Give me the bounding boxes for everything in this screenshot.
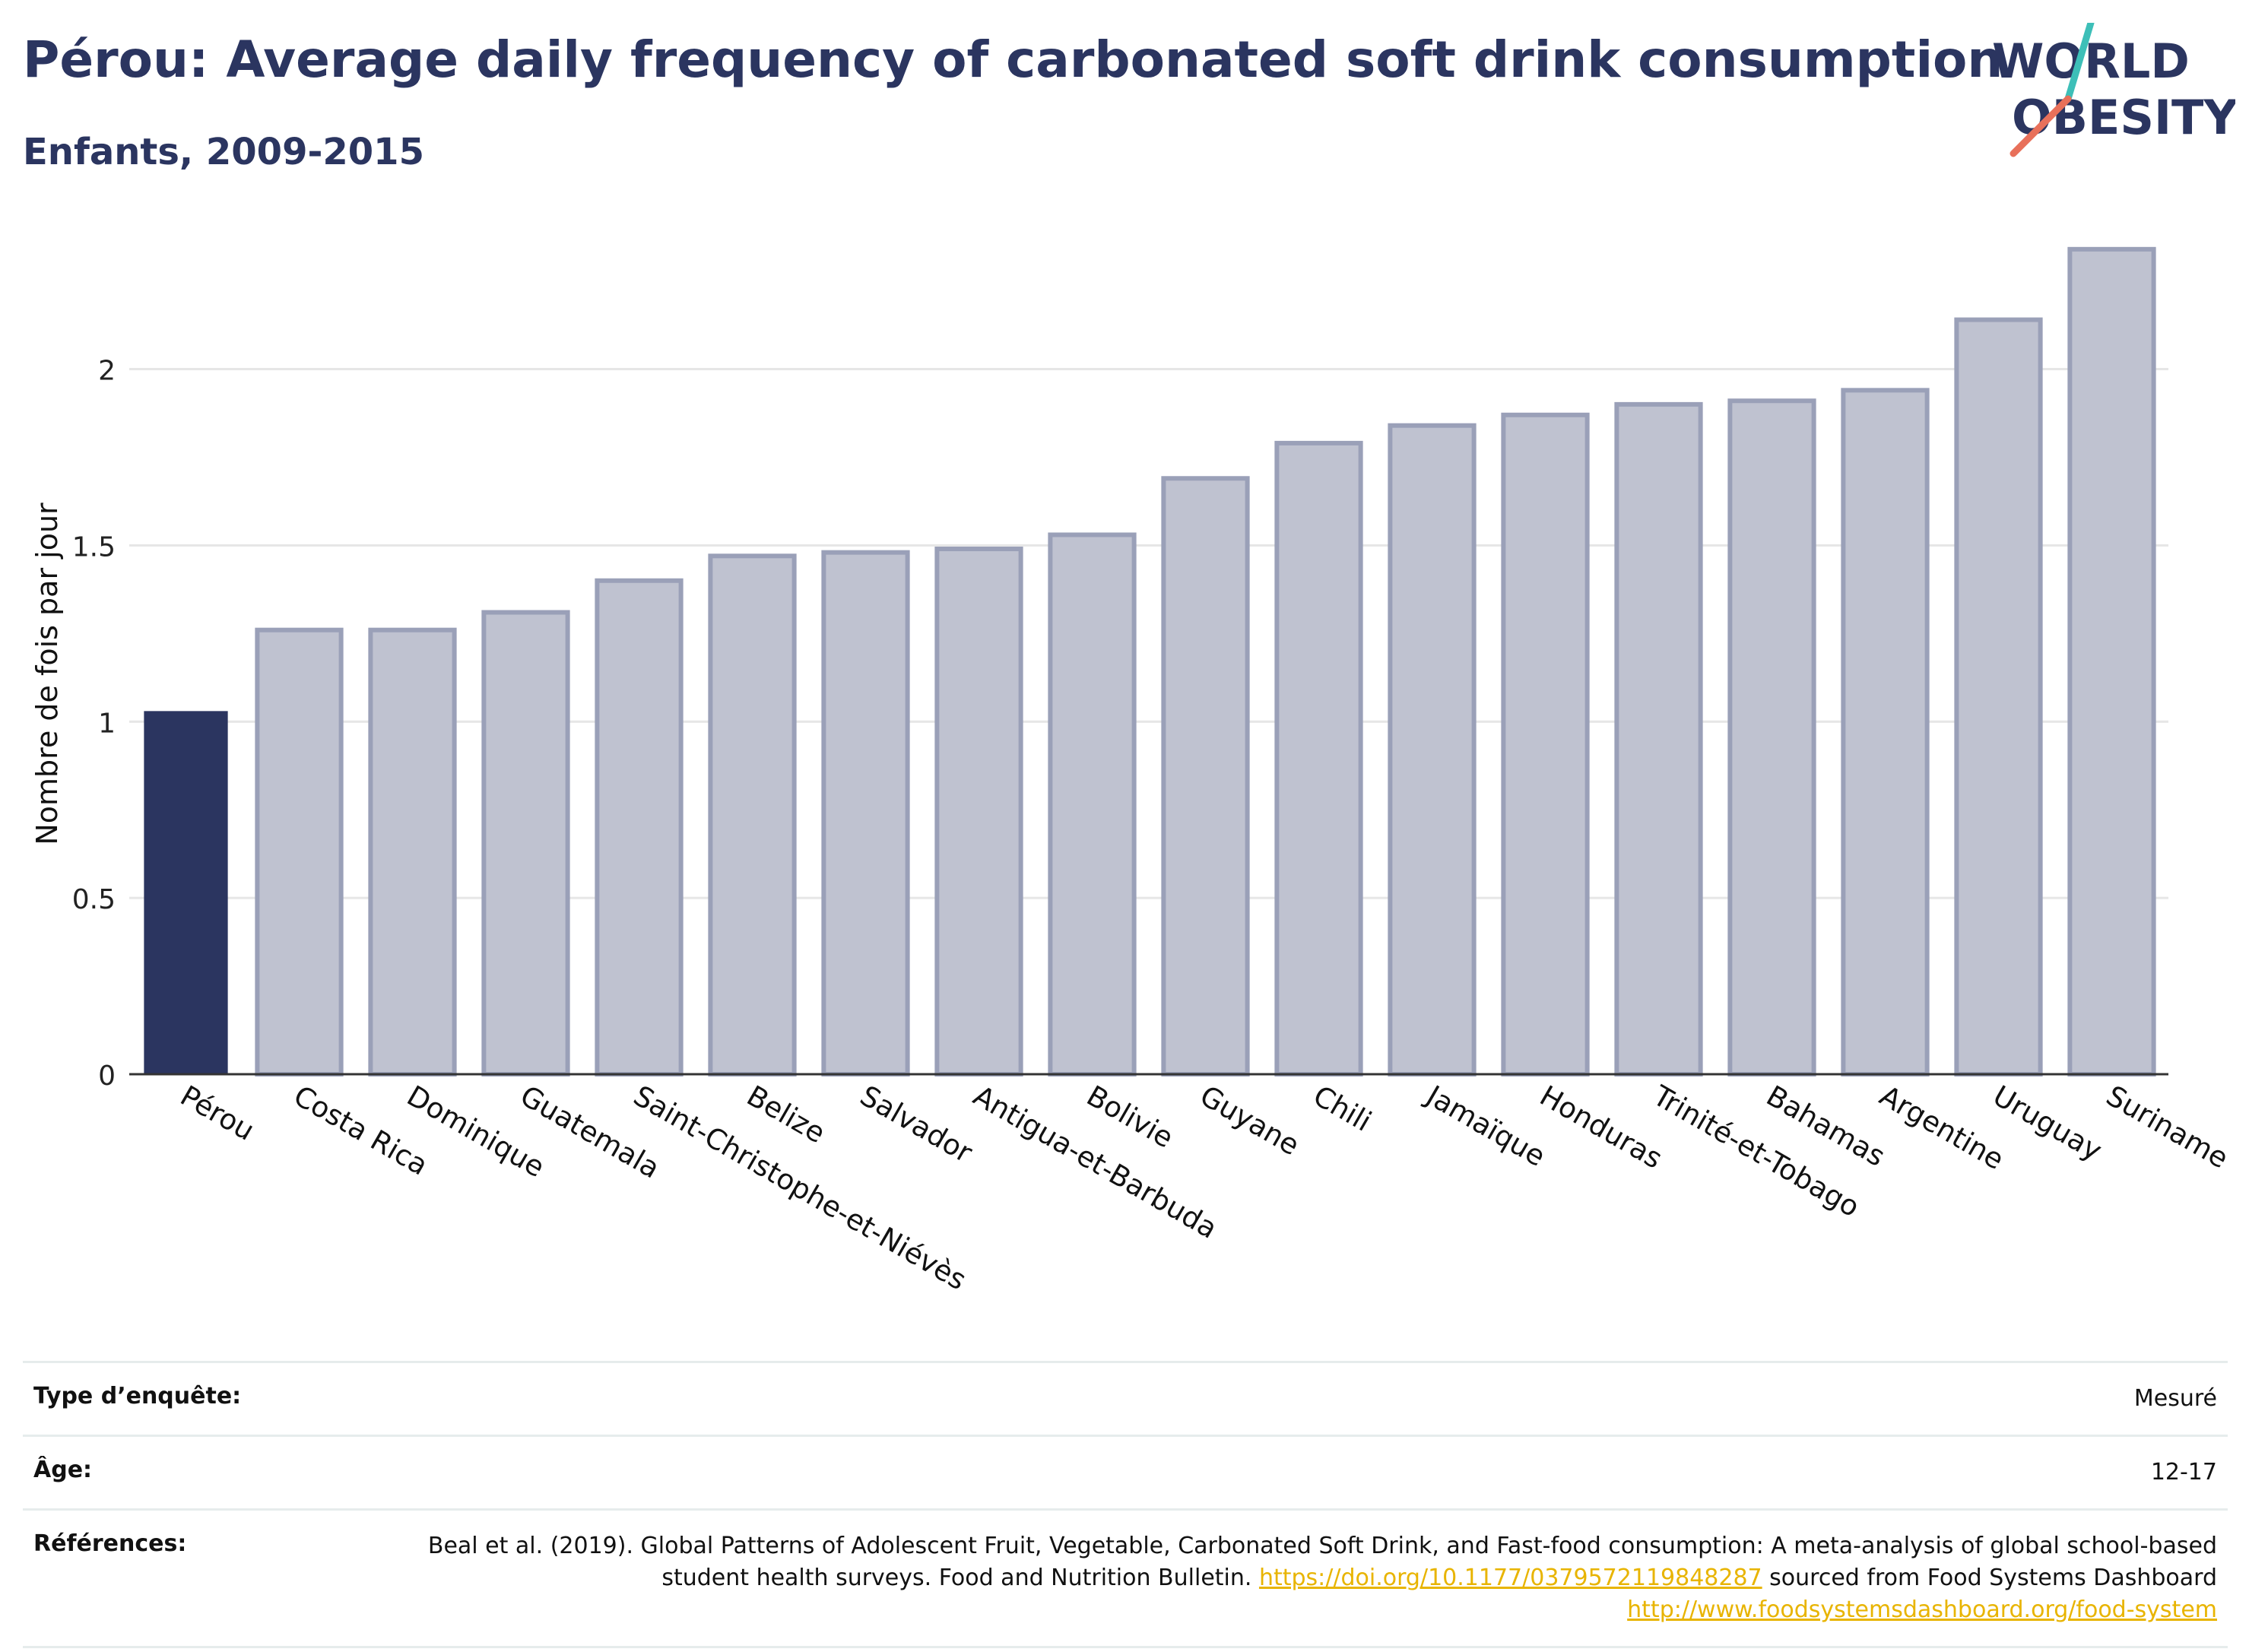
x-tick-label: Suriname xyxy=(2101,1080,2234,1175)
doi-link[interactable]: https://doi.org/10.1177/0379572119848287 xyxy=(1258,1565,1762,1591)
x-tick-label: Chili xyxy=(1308,1080,1377,1138)
info-row-age: Âge: 12-17 xyxy=(23,1435,2228,1510)
bar-16 xyxy=(1954,317,2043,1076)
x-tick-label: Trinité-et-Tobago xyxy=(1647,1079,1865,1223)
references-label: Références: xyxy=(33,1530,187,1557)
bar-7 xyxy=(934,547,1023,1076)
y-tick-label: 1.5 xyxy=(72,531,116,563)
bar-3 xyxy=(481,610,570,1076)
bar-9 xyxy=(1161,476,1250,1076)
x-tick-label: Jamaïque xyxy=(1420,1079,1550,1173)
bar-13 xyxy=(1614,401,1703,1076)
x-tick-label: Honduras xyxy=(1534,1080,1668,1175)
logo-stroke-coral xyxy=(2010,95,2072,157)
info-table: Type d’enquête: Mesuré Âge: 12-17 Référe… xyxy=(23,1361,2228,1648)
bar-17 xyxy=(2067,246,2156,1077)
bar-1 xyxy=(255,627,344,1076)
y-tick-label: 1 xyxy=(98,708,116,739)
x-tick-label: Pérou xyxy=(175,1080,260,1147)
bar-14 xyxy=(1727,398,1816,1076)
food-systems-dashboard-link[interactable]: http://www.foodsystemsdashboard.org/food… xyxy=(1627,1597,2217,1623)
world-obesity-logo: WORLD OBESITY xyxy=(1992,23,2235,157)
x-tick-labels: Pérou Costa RicaDominiqueGuatemalaSaint-C… xyxy=(175,1079,2234,1297)
logo-word-world: WORLD xyxy=(1992,33,2190,89)
chart-subtitle: Enfants, 2009-2015 xyxy=(23,131,424,173)
y-tick-label: 0.5 xyxy=(72,884,116,915)
info-row-survey-type: Type d’enquête: Mesuré xyxy=(23,1362,2228,1436)
bar-6 xyxy=(821,550,910,1076)
bar-5 xyxy=(708,553,797,1076)
bar-2 xyxy=(368,627,457,1076)
chart-title: Pérou: Average daily frequency of carbon… xyxy=(23,30,2003,89)
y-axis-label: Nombre de fois par jour xyxy=(30,503,64,845)
age-label: Âge: xyxy=(33,1457,93,1483)
logo-stroke-teal xyxy=(2064,23,2095,103)
survey-type-label: Type d’enquête: xyxy=(33,1383,242,1409)
bar-10 xyxy=(1274,440,1363,1076)
bar-8 xyxy=(1048,532,1137,1076)
y-tick-label: 2 xyxy=(98,356,116,387)
y-tick-labels: 0 0.5 1 1.5 2 xyxy=(72,356,116,1092)
y-tick-label: 0 xyxy=(98,1061,116,1092)
x-tick-label: Guyane xyxy=(1194,1080,1305,1162)
info-row-references: Références: Beal et al. (2019). Global P… xyxy=(23,1509,2228,1647)
bar-0 xyxy=(144,711,228,1074)
age-value: 12-17 xyxy=(2150,1459,2217,1486)
bar-chart: 0 0.5 1 1.5 2 Pérou Costa RicaDominiqueGuatem… xyxy=(30,246,2234,1297)
survey-type-value: Mesuré xyxy=(2133,1385,2217,1412)
references-value: Beal et al. (2019). Global Patterns of A… xyxy=(363,1510,2228,1647)
bars xyxy=(144,246,2156,1077)
bar-11 xyxy=(1388,423,1477,1076)
x-tick-label: Belize xyxy=(741,1080,831,1150)
references-text-1: Beal et al. (2019). Global Patterns of A… xyxy=(427,1533,2217,1591)
x-tick-label: Salvador xyxy=(855,1080,979,1170)
gridlines xyxy=(129,368,2168,899)
references-text-2: sourced from Food Systems Dashboard xyxy=(1762,1565,2217,1591)
bar-4 xyxy=(595,578,684,1076)
bar-15 xyxy=(1841,388,1930,1076)
bar-12 xyxy=(1501,412,1590,1076)
x-tick-label: Argentine xyxy=(1874,1080,2010,1177)
